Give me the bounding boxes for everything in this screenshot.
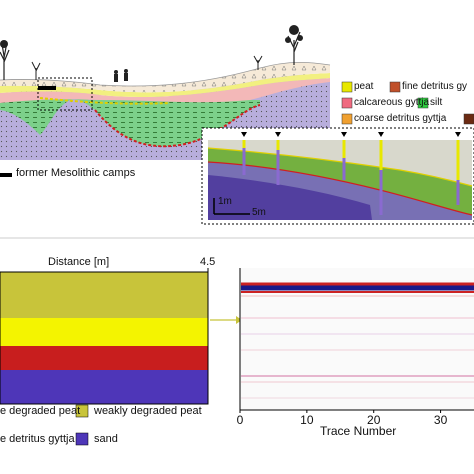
legend-label-peat: peat [354,81,374,92]
x-tick-label: 10 [300,413,314,427]
legend-swatch-dark [463,113,474,125]
legend-swatch-calcareous [341,97,353,109]
legend-label-calcareous: calcareous gyttja [354,97,430,108]
legend-swatch-fine-detritus [389,81,401,93]
legend-label-detritus-gyttja: e detritus gyttja [0,433,75,445]
legend-swatch-weakly-degraded-peat [75,404,89,418]
x-tick-label: 0 [237,413,244,427]
legend-label-weakly-degraded-peat: weakly degraded peat [94,405,202,417]
camps-marker [0,173,12,177]
distance-title: Distance [m] [48,256,110,268]
scale-label-vertical: 1m [218,196,232,207]
people-icon [114,69,128,82]
x-tick-label: 30 [434,413,448,427]
scale-label-horizontal: 5m [252,207,266,218]
x-tick-label: 20 [367,413,381,427]
layer-column [0,268,209,405]
trees-icon [0,25,303,80]
legend-label-silt: silt [430,97,443,108]
legend-label-fine-detritus: fine detritus gy [402,81,468,92]
legend-swatch-silt [417,97,429,109]
layer-sand [0,370,208,404]
legend-label-sand: sand [94,433,118,445]
radargram: 0 10 20 30 [237,268,474,427]
layer-weakly-degraded-peat [0,272,208,318]
connector-arrow [210,316,242,324]
legend-swatch-peat [341,81,353,93]
x-axis-label: Trace Number [320,424,397,438]
legend-swatch-sand [75,432,89,446]
legend-label-degraded-peat: e degraded peat [0,405,81,417]
layer-detritus-gyttja [0,346,208,370]
camps-label: former Mesolithic camps [16,167,136,179]
layer-degraded-peat [0,318,208,346]
distance-max-label: 4.5 [200,256,216,268]
gpr-inset [201,127,474,225]
legend-label-coarse-detritus: coarse detritus gyttja [354,113,447,124]
legend-swatch-coarse-detritus [341,113,353,125]
